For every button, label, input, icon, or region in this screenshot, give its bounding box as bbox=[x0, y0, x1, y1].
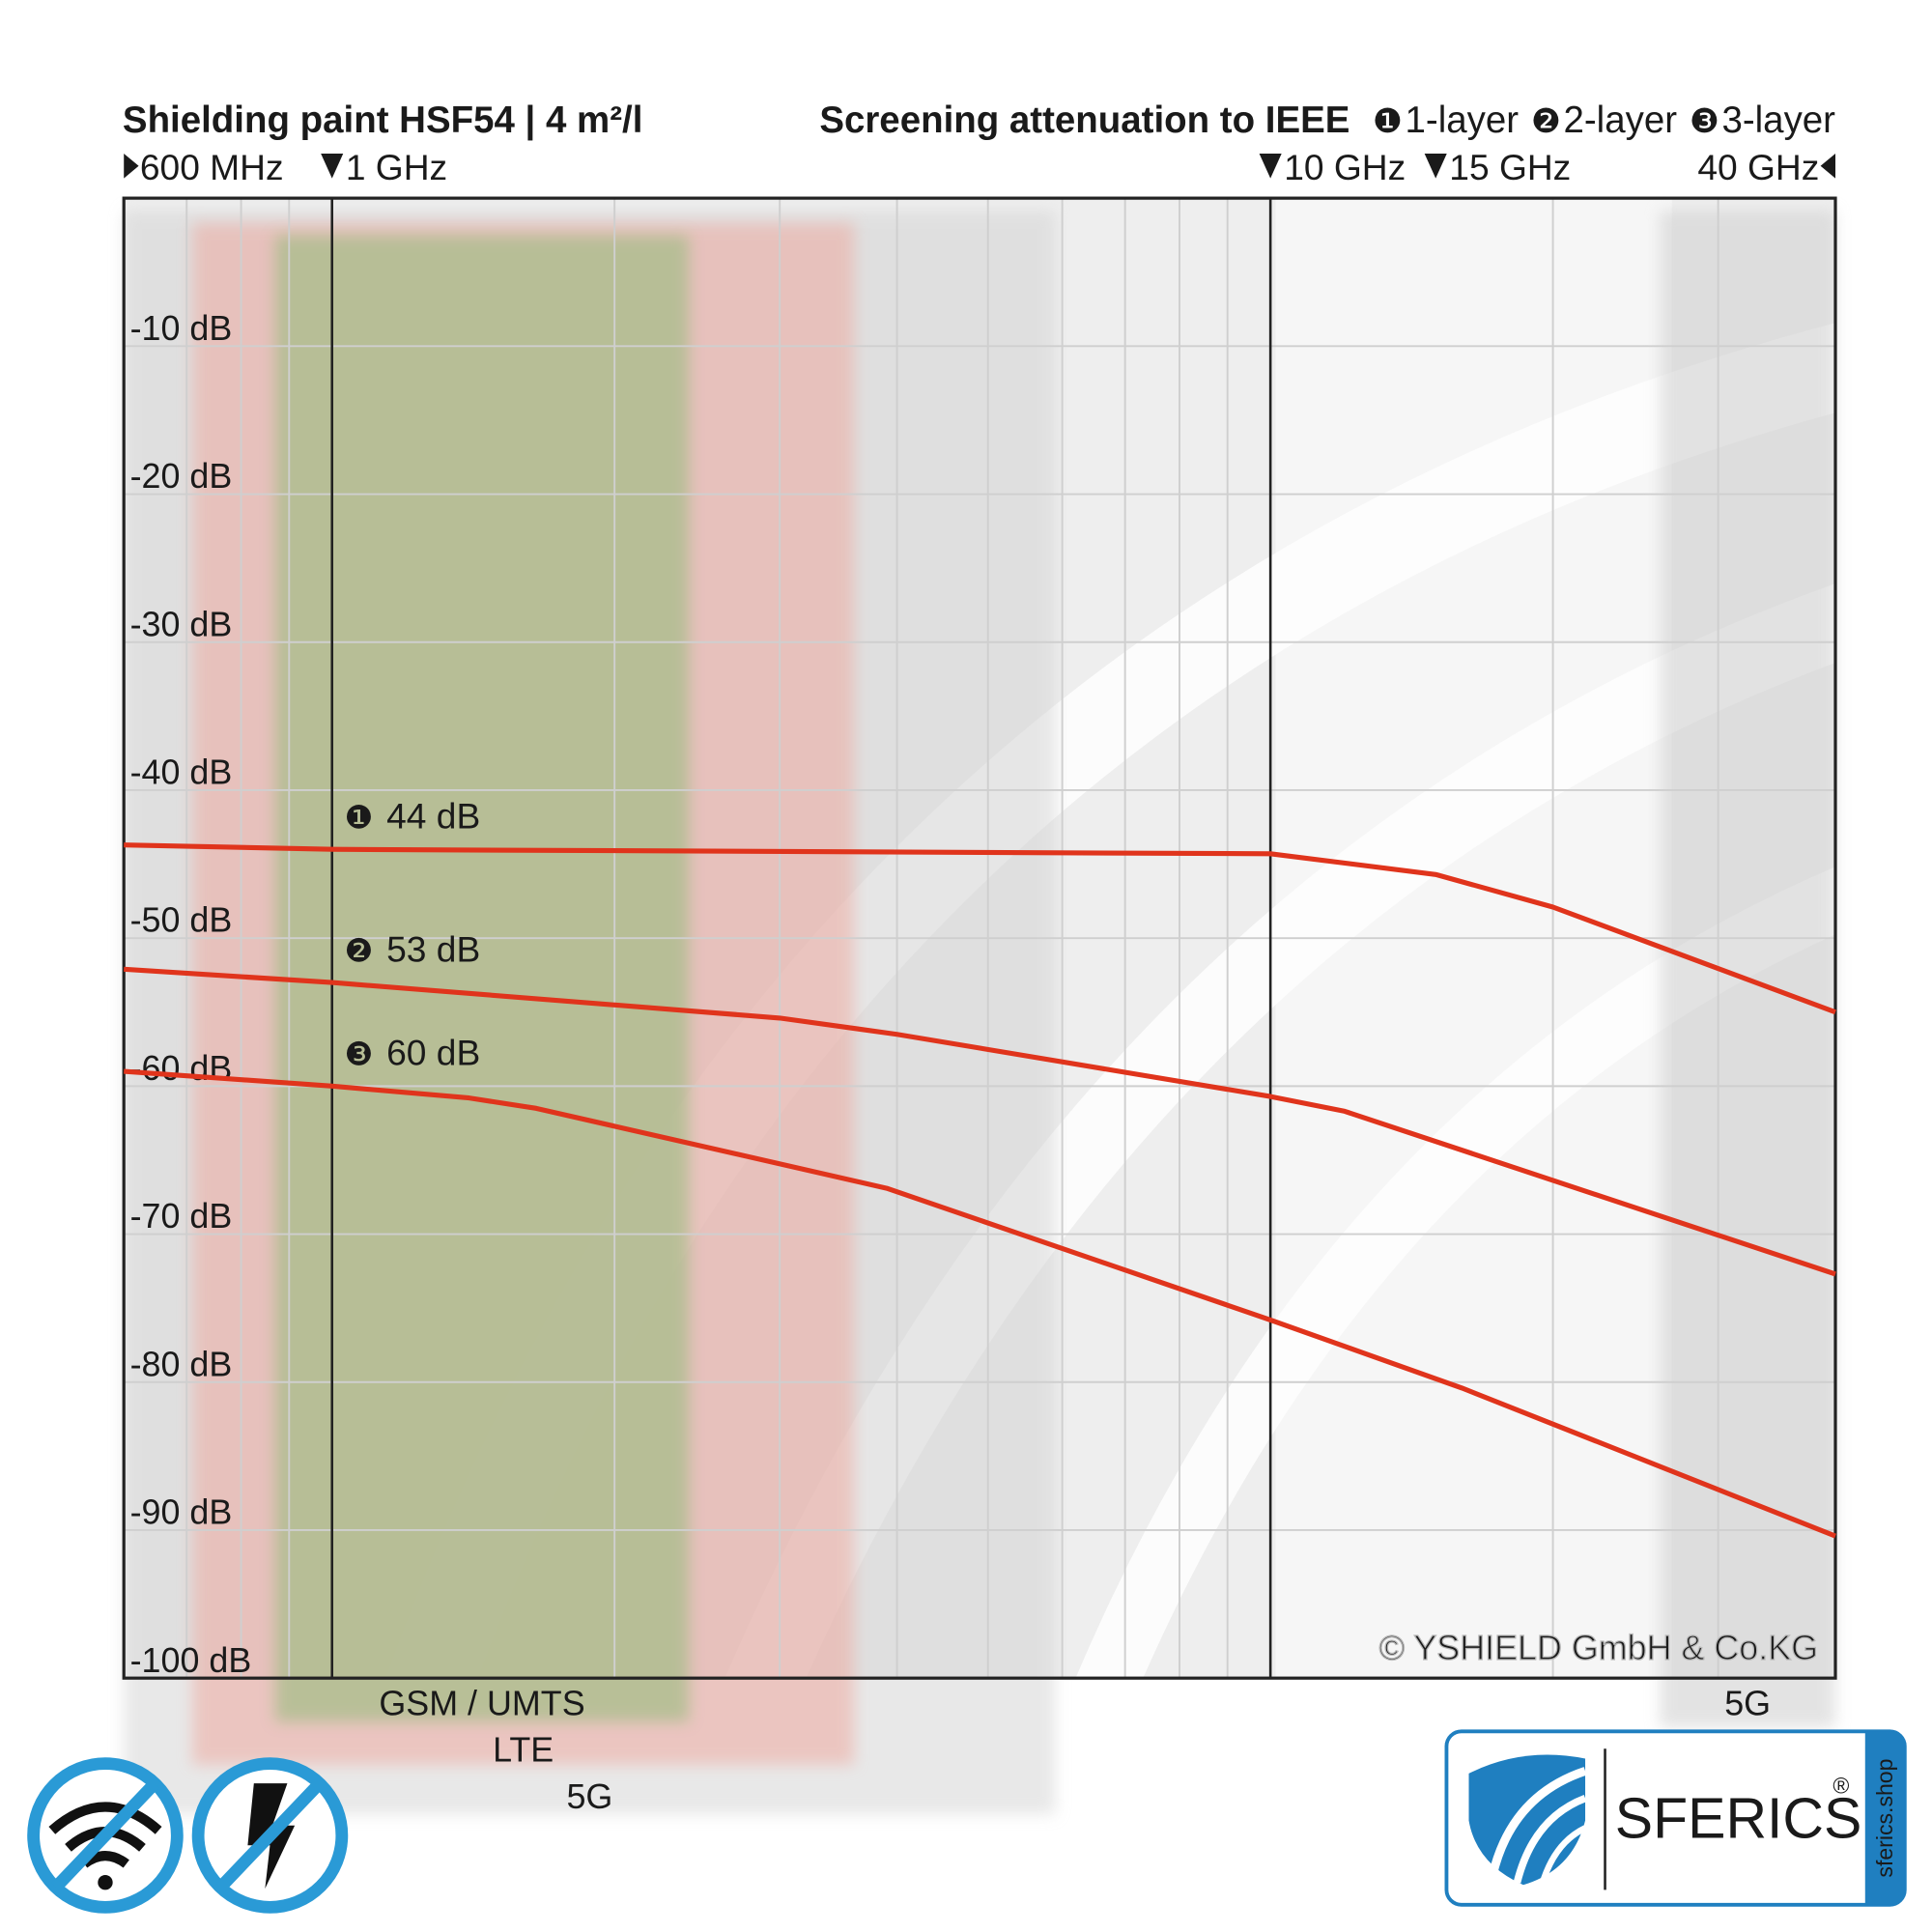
series-line bbox=[124, 966, 1836, 1277]
bands: GSM / UMTS LTE 5G 5G bbox=[124, 210, 1835, 1816]
y-tick-label: -10 dB bbox=[130, 309, 233, 348]
x-tick-marker bbox=[1820, 153, 1835, 179]
value-label: 60 dB bbox=[386, 1033, 480, 1073]
band-label: LTE bbox=[493, 1731, 554, 1770]
band-label: 5G bbox=[566, 1777, 612, 1816]
icon-slash bbox=[215, 1778, 325, 1892]
y-tick-label: -30 dB bbox=[130, 605, 233, 643]
x-tick-label: 1 GHz bbox=[346, 147, 447, 187]
x-tick-label: 600 MHz bbox=[140, 147, 284, 187]
x-tick-marker bbox=[1424, 153, 1447, 179]
logo-strip bbox=[1864, 1731, 1905, 1905]
band bbox=[1660, 210, 1835, 1728]
y-tick-label: -90 dB bbox=[130, 1493, 233, 1532]
legend-label: 2-layer bbox=[1563, 99, 1677, 141]
band-label: 5G bbox=[1724, 1685, 1771, 1723]
logo-name: SFERICS bbox=[1615, 1788, 1862, 1851]
y-tick-label: -50 dB bbox=[130, 901, 233, 940]
value-label: 53 dB bbox=[386, 928, 480, 969]
legend-symbol: ❶ bbox=[1373, 102, 1403, 141]
x-tick-marker bbox=[124, 153, 139, 179]
x-tick-marker bbox=[321, 153, 344, 179]
band bbox=[274, 235, 690, 1722]
logo-site: sferics.shop bbox=[1872, 1759, 1897, 1878]
plot-frame bbox=[122, 196, 1837, 1680]
value-label-symbol: ❶ bbox=[345, 798, 374, 836]
watermark: © YSHIELD GmbH & Co.KG bbox=[1379, 1629, 1818, 1667]
chart-title: Shielding paint HSF54 | 4 m²/l bbox=[123, 99, 643, 141]
y-tick-label: -20 dB bbox=[130, 457, 233, 496]
series-line bbox=[124, 1068, 1836, 1539]
no-lightning-icon bbox=[191, 1757, 349, 1914]
legend-symbol: ❷ bbox=[1531, 102, 1561, 141]
grid: -10 dB -20 dB -30 dB -40 dB -50 dB -60 dB -70 … bbox=[124, 198, 1836, 1680]
logo-swoosh bbox=[1539, 1825, 1587, 1887]
logo-swoosh bbox=[1488, 1767, 1587, 1878]
logo-mark: ® bbox=[1833, 1773, 1849, 1798]
band-label: GSM / UMTS bbox=[379, 1685, 584, 1723]
series-line bbox=[124, 842, 1836, 1015]
value-label: 44 dB bbox=[386, 795, 480, 836]
no-wifi-icon bbox=[27, 1757, 184, 1914]
y-tick-label: -80 dB bbox=[130, 1345, 233, 1383]
legend-label: 1-layer bbox=[1406, 99, 1520, 141]
wifi-arc bbox=[48, 1802, 162, 1834]
labels: 600 MHz 1 GHz 10 GHz 15 GHz 40 GHz ❶ 44 dB ❷ 53 … bbox=[124, 147, 1835, 1073]
icon-slash bbox=[51, 1778, 159, 1892]
y-tick-label: -40 dB bbox=[130, 753, 233, 792]
logo: SFERICS ® sferics.shop bbox=[1444, 1729, 1907, 1907]
chart-subtitle: Screening attenuation to IEEE bbox=[819, 99, 1350, 141]
series-lines bbox=[124, 842, 1836, 1539]
x-tick-label: 40 GHz bbox=[1697, 147, 1819, 187]
x-tick-label: 15 GHz bbox=[1449, 147, 1571, 187]
y-tick-label: -70 dB bbox=[130, 1197, 233, 1236]
value-label-symbol: ❷ bbox=[345, 931, 374, 969]
legend: Screening attenuation to IEEE ❶1-layer ❷2… bbox=[819, 99, 1835, 141]
x-tick-label: 10 GHz bbox=[1284, 147, 1406, 187]
logo-swoosh bbox=[1513, 1794, 1587, 1884]
y-tick-label: -100 dB bbox=[130, 1641, 252, 1680]
x-tick-marker bbox=[1259, 153, 1282, 179]
legend-symbol: ❸ bbox=[1690, 102, 1719, 141]
wifi-dot bbox=[98, 1875, 113, 1890]
legend-label: 3-layer bbox=[1721, 99, 1835, 141]
value-label-symbol: ❸ bbox=[345, 1036, 374, 1073]
y-tick-label: -60 dB bbox=[130, 1049, 233, 1088]
